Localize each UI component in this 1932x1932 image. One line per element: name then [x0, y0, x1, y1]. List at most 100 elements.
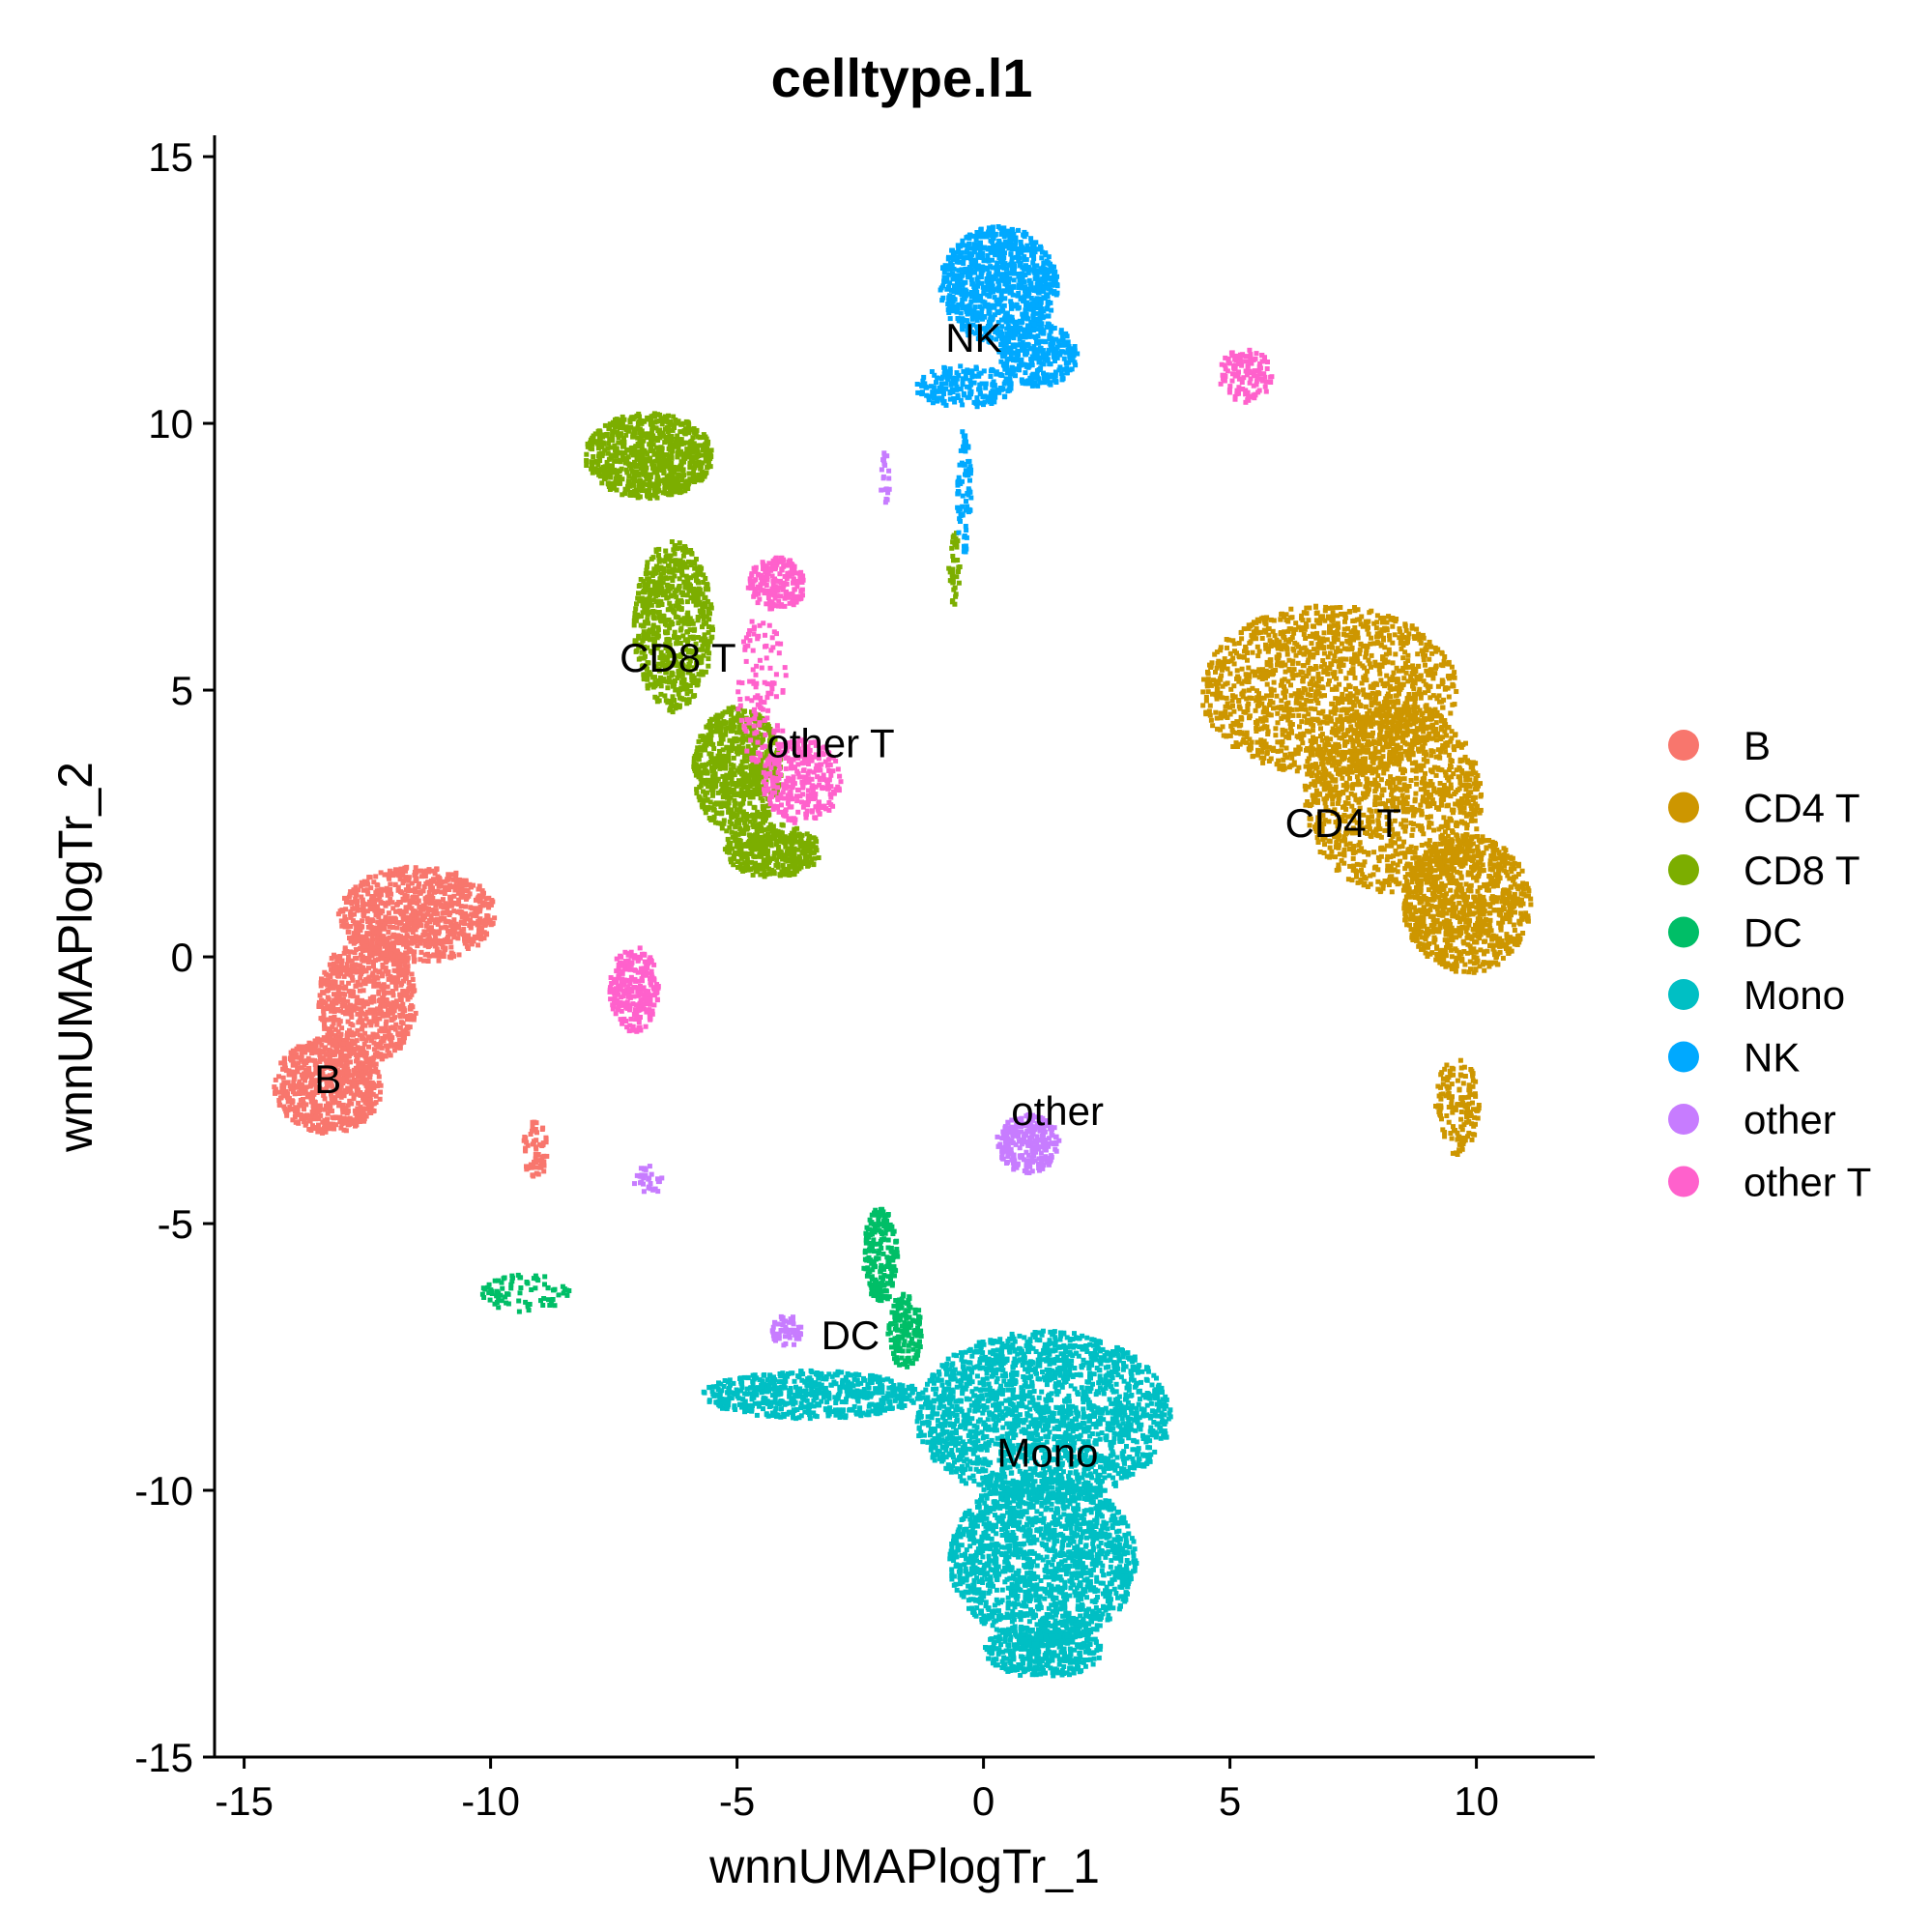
- point-b: [371, 1047, 377, 1053]
- point-cd4-t: [1421, 763, 1427, 768]
- point-b: [424, 897, 430, 903]
- point-b: [426, 953, 432, 959]
- point-cd4-t: [1231, 708, 1237, 714]
- point-b: [351, 938, 357, 944]
- point-b: [289, 1098, 295, 1104]
- point-b: [397, 1024, 403, 1030]
- point-b: [332, 961, 336, 966]
- point-b: [330, 1083, 335, 1089]
- point-b: [332, 1126, 337, 1132]
- point-b: [315, 1114, 321, 1120]
- point-cd4-t: [1452, 670, 1457, 676]
- point-b: [346, 980, 352, 986]
- point-b: [330, 1003, 335, 1009]
- point-b: [375, 1044, 381, 1050]
- point-cd4-t: [1457, 757, 1463, 763]
- point-b: [386, 971, 390, 977]
- point-b: [371, 995, 377, 1000]
- point-b: [435, 899, 441, 905]
- point-b: [319, 1127, 325, 1133]
- point-cd4-t: [1407, 722, 1413, 728]
- point-b: [313, 1042, 319, 1048]
- point-cd4-t: [1227, 650, 1233, 656]
- point-b: [340, 1053, 346, 1059]
- point-b: [315, 1079, 321, 1084]
- point-cd4-t: [1372, 750, 1378, 756]
- point-cd4-t: [1293, 652, 1299, 658]
- point-cd4-t: [1405, 678, 1411, 684]
- point-cd4-t: [1427, 667, 1433, 673]
- point-b: [303, 1089, 308, 1095]
- point-b: [294, 1083, 300, 1089]
- point-b: [307, 1073, 313, 1079]
- point-cd4-t: [1446, 802, 1452, 808]
- point-b: [329, 1061, 333, 1067]
- point-cd4-t: [1366, 657, 1371, 663]
- point-b: [409, 921, 415, 927]
- point-b: [316, 1048, 322, 1053]
- point-b: [332, 1070, 338, 1076]
- point-cd4-t: [1437, 699, 1442, 705]
- point-cd4-t: [1337, 681, 1342, 687]
- point-cd4-t: [1261, 725, 1267, 731]
- point-b: [356, 1111, 361, 1117]
- point-b: [367, 978, 373, 984]
- point-b: [334, 1037, 340, 1043]
- point-cd4-t: [1427, 639, 1432, 645]
- point-b: [337, 1119, 343, 1125]
- point-cd4-t: [1464, 775, 1470, 780]
- point-cd4-t: [1329, 662, 1335, 667]
- point-cd4-t: [1380, 754, 1386, 760]
- point-cd4-t: [1333, 696, 1339, 702]
- point-b: [433, 889, 438, 895]
- point-cd4-t: [1331, 708, 1337, 714]
- point-b: [389, 977, 395, 983]
- point-cd4-t: [1327, 623, 1332, 629]
- point-b: [407, 898, 413, 904]
- point-cd4-t: [1397, 626, 1402, 632]
- point-b: [314, 1090, 320, 1095]
- point-b: [374, 974, 380, 980]
- point-b: [353, 983, 359, 989]
- point-b: [408, 1016, 414, 1022]
- point-cd4-t: [1303, 636, 1309, 641]
- point-b: [344, 1110, 350, 1116]
- point-b: [360, 939, 366, 945]
- point-cd4-t: [1226, 659, 1231, 665]
- point-cd4-t: [1239, 636, 1245, 642]
- point-cd4-t: [1260, 718, 1266, 724]
- point-cd4-t: [1421, 729, 1427, 735]
- point-b: [336, 1092, 342, 1098]
- point-cd4-t: [1385, 863, 1391, 869]
- point-b: [329, 966, 334, 972]
- point-cd4-t: [1393, 877, 1399, 882]
- point-b: [338, 1125, 344, 1131]
- point-b: [362, 1000, 368, 1006]
- point-b: [389, 900, 395, 906]
- point-cd4-t: [1313, 604, 1318, 610]
- point-cd4-t: [1234, 668, 1240, 674]
- point-cd4-t: [1363, 622, 1369, 628]
- point-cd4-t: [1328, 715, 1334, 721]
- point-cd4-t: [1327, 784, 1333, 790]
- point-b: [453, 879, 459, 884]
- point-b: [392, 933, 398, 938]
- point-b: [384, 1043, 389, 1049]
- point-b: [386, 990, 391, 995]
- point-b: [358, 1014, 363, 1020]
- point-cd4-t: [1420, 794, 1426, 800]
- point-b: [361, 887, 366, 893]
- point-b: [327, 1035, 332, 1041]
- point-b: [431, 877, 436, 882]
- point-b: [335, 998, 341, 1004]
- point-cd4-t: [1439, 823, 1445, 829]
- point-b: [358, 1109, 363, 1113]
- point-b: [332, 1033, 338, 1038]
- point-b: [317, 1055, 323, 1061]
- point-cd4-t: [1271, 618, 1277, 623]
- point-cd4-t: [1208, 665, 1214, 670]
- point-cd4-t: [1280, 738, 1285, 744]
- point-cd4-t: [1319, 684, 1325, 690]
- point-b: [349, 1101, 355, 1107]
- point-cd4-t: [1313, 618, 1319, 623]
